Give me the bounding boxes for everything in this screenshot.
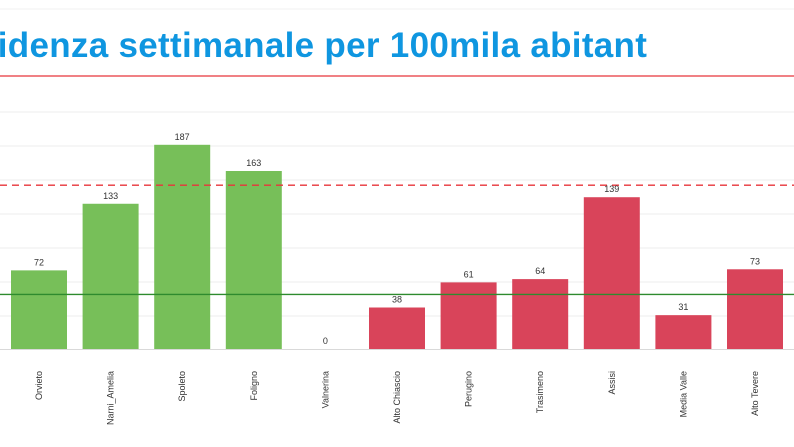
category-label: Assisi xyxy=(607,371,617,395)
category-label: Spoleto xyxy=(177,371,187,402)
category-label: Narni_Amelia xyxy=(106,371,116,425)
value-label: 38 xyxy=(392,295,402,305)
bar-trasimeno xyxy=(512,279,569,349)
category-label: Alto Tevere xyxy=(750,371,760,416)
value-label: 139 xyxy=(604,184,619,194)
bar-media-valle xyxy=(655,315,712,349)
value-label: 64 xyxy=(535,266,545,276)
category-label: Orvieto xyxy=(34,371,44,400)
value-label: 61 xyxy=(464,269,474,279)
category-label: Alto Chiascio xyxy=(392,371,402,424)
value-label: 163 xyxy=(246,158,261,168)
bar-narni-amelia xyxy=(82,203,139,349)
bar-alto-tevere xyxy=(727,269,783,349)
value-label: 72 xyxy=(34,257,44,267)
value-labels: 72 133 187 163 0 38 61 64 139 31 73 xyxy=(34,132,760,346)
category-labels: Orvieto Narni_Amelia Spoleto Foligno Valneri… xyxy=(34,371,760,425)
bar-foligno xyxy=(225,171,282,349)
reference-lines xyxy=(0,75,794,296)
value-label: 73 xyxy=(750,256,760,266)
value-label: 187 xyxy=(175,132,190,142)
bar-perugino xyxy=(440,282,497,349)
bar-alto-chiascio xyxy=(369,307,425,349)
bar-assisi xyxy=(583,197,640,349)
category-label: Trasimeno xyxy=(535,371,545,413)
value-label: 133 xyxy=(103,191,118,201)
value-label: 31 xyxy=(678,302,688,312)
value-label: 0 xyxy=(323,336,328,346)
category-label: Valnerina xyxy=(320,371,330,408)
bar-spoleto xyxy=(154,144,211,349)
bar-orvieto xyxy=(11,270,67,349)
category-label: Foligno xyxy=(249,371,259,401)
category-label: Perugino xyxy=(464,371,474,407)
chart-title: cidenza settimanale per 100mila abitant xyxy=(0,26,648,65)
category-label: Media Valle xyxy=(678,371,688,417)
bars xyxy=(11,144,783,349)
